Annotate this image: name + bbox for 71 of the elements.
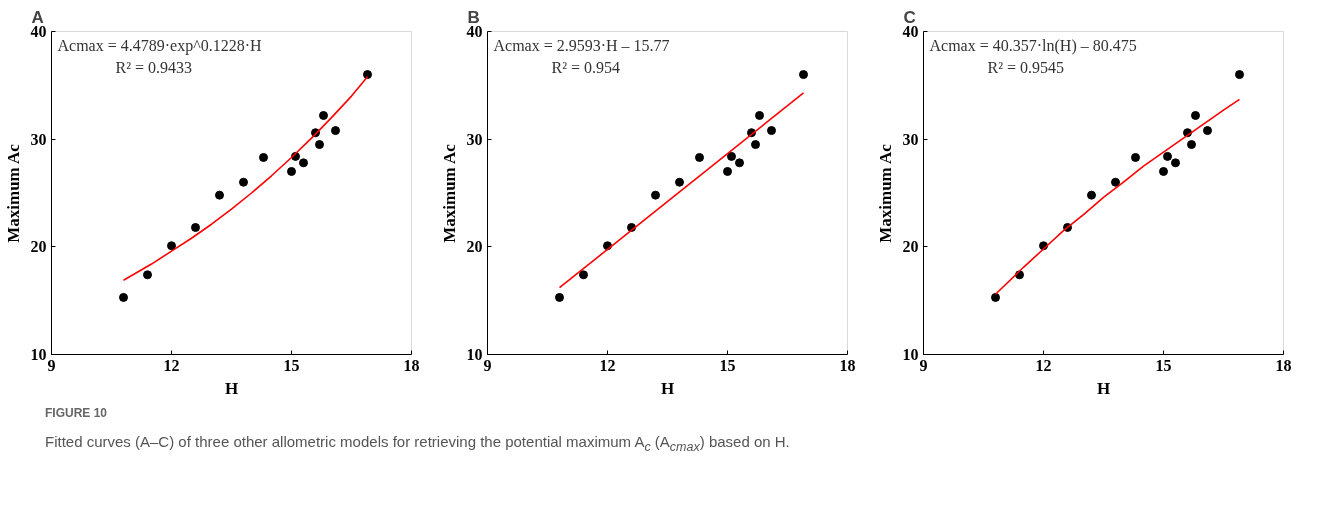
point [1159,166,1168,176]
point [287,166,296,176]
x-tick-label: 12 [1035,356,1052,374]
point [799,70,808,80]
y-tick-label: 10 [30,346,47,363]
y-tick-label: 10 [466,346,483,363]
point [215,190,224,200]
point [723,166,732,176]
x-tick-label: 15 [1155,356,1172,374]
point [555,292,564,302]
y-axis-title: Maximum Ac [875,143,895,243]
point [1203,126,1212,136]
y-tick-label: 30 [466,130,483,148]
x-tick-label: 18 [1275,356,1292,374]
y-tick-label: 20 [30,238,47,256]
point [579,270,588,280]
x-tick-label: 9 [919,356,928,374]
x-tick-label: 18 [403,356,420,374]
point [119,292,128,302]
x-tick-label: 15 [283,356,300,374]
annotation: R² = 0.9545 [987,58,1064,76]
point [1131,152,1140,162]
point [1235,70,1244,80]
x-tick-label: 12 [163,356,180,374]
x-tick-label: 9 [483,356,492,374]
point [331,126,340,136]
y-tick-label: 30 [30,130,47,148]
point [735,158,744,168]
point [695,152,704,162]
y-tick-label: 30 [902,130,919,148]
y-tick-label: 10 [902,346,919,363]
y-axis-title: Maximum Ac [3,143,23,243]
x-tick-label: 12 [599,356,616,374]
annotation: R² = 0.954 [551,58,620,76]
point [755,110,764,120]
y-axis-title: Maximum Ac [439,143,459,243]
point [675,177,684,187]
annotation: Acmax = 40.357·ln(H) – 80.475 [929,36,1137,55]
x-axis-title: H [224,378,239,398]
text: Fitted curves (A–C) of three other allometric models for retrieving the potential maximum A$_{c}$ (A$_{cmax}$) based on H. [44,432,790,456]
point [363,70,372,80]
x-tick-label: 15 [719,356,736,374]
caption: FIGURE 10 [44,405,108,422]
point [1163,151,1172,161]
annotation: R² = 0.9433 [115,58,192,76]
point [1111,177,1120,187]
x-axis-title: H [1096,378,1111,398]
point [991,292,1000,302]
point [319,110,328,120]
point [1087,190,1096,200]
point [767,126,776,136]
point [751,140,760,150]
point [1191,110,1200,120]
point [191,222,200,232]
point [315,140,324,150]
y-tick-label: 20 [902,238,919,256]
point [239,177,248,187]
point [167,241,176,251]
annotation: Acmax = 4.4789·exp^0.1228·H [57,36,262,55]
point [1187,140,1196,150]
point [651,190,660,200]
y-tick-label: 20 [466,238,483,256]
x-tick-label: 18 [839,356,856,374]
x-tick-label: 9 [47,356,56,374]
point [143,270,152,280]
x-axis-title: H [660,378,675,398]
point [727,151,736,161]
point [299,158,308,168]
point [1171,158,1180,168]
annotation: Acmax = 2.9593·H – 15.77 [493,36,670,54]
point [259,152,268,162]
